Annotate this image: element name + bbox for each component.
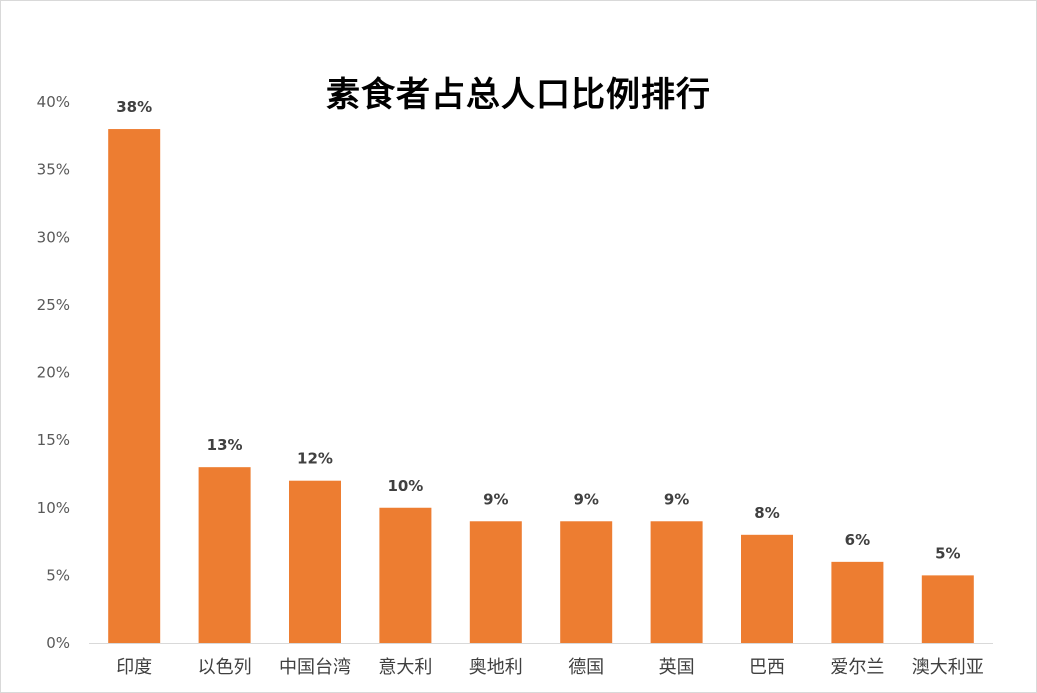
y-tick-label: 10% xyxy=(37,499,70,517)
bar xyxy=(198,467,251,643)
x-tick-label: 英国 xyxy=(659,657,695,678)
bar xyxy=(560,521,613,643)
bar xyxy=(741,534,793,643)
bar xyxy=(379,507,432,643)
bar xyxy=(650,521,703,643)
x-tick-label: 巴西 xyxy=(749,657,785,678)
x-tick-label: 中国台湾 xyxy=(279,657,351,678)
data-label: 12% xyxy=(297,450,333,468)
data-label: 8% xyxy=(754,504,779,522)
y-axis: 0% 5% 10% 15% 20% 25% 30% 35% 40% xyxy=(37,93,70,652)
x-tick-label: 以色列 xyxy=(198,657,252,678)
y-tick-label: 5% xyxy=(46,566,70,584)
data-label: 13% xyxy=(207,436,243,454)
x-tick-label: 爱尔兰 xyxy=(830,657,884,678)
x-tick-label: 德国 xyxy=(568,657,604,678)
x-tick-label: 澳大利亚 xyxy=(912,657,984,678)
bar xyxy=(831,561,884,643)
data-label: 10% xyxy=(387,477,423,495)
x-tick-label: 意大利 xyxy=(378,657,432,678)
data-label: 5% xyxy=(935,544,960,562)
data-label: 9% xyxy=(573,490,598,508)
data-label: 6% xyxy=(845,531,870,549)
y-tick-label: 35% xyxy=(37,161,70,179)
x-tick-label: 印度 xyxy=(116,657,152,678)
y-tick-label: 0% xyxy=(46,634,70,652)
bar xyxy=(921,575,974,643)
y-tick-label: 40% xyxy=(37,93,70,111)
y-tick-label: 30% xyxy=(37,228,70,246)
data-label: 38% xyxy=(116,98,152,116)
data-labels-group: 38% 13% 12% 10% 9% 9% 9% 8% 6% 5% xyxy=(116,98,960,562)
y-tick-label: 15% xyxy=(37,431,70,449)
data-label: 9% xyxy=(664,490,689,508)
bar xyxy=(289,480,341,643)
bar xyxy=(469,521,522,643)
y-tick-label: 25% xyxy=(37,296,70,314)
x-tick-label: 奥地利 xyxy=(469,657,523,678)
x-axis: 印度 以色列 中国台湾 意大利 奥地利 德国 英国 巴西 爱尔兰 澳大利亚 xyxy=(89,643,993,678)
bar xyxy=(108,129,161,644)
y-tick-label: 20% xyxy=(37,364,70,382)
data-label: 9% xyxy=(483,490,508,508)
bars-group xyxy=(108,129,974,644)
chart-title: 素食者占总人口比例排行 xyxy=(326,75,711,115)
